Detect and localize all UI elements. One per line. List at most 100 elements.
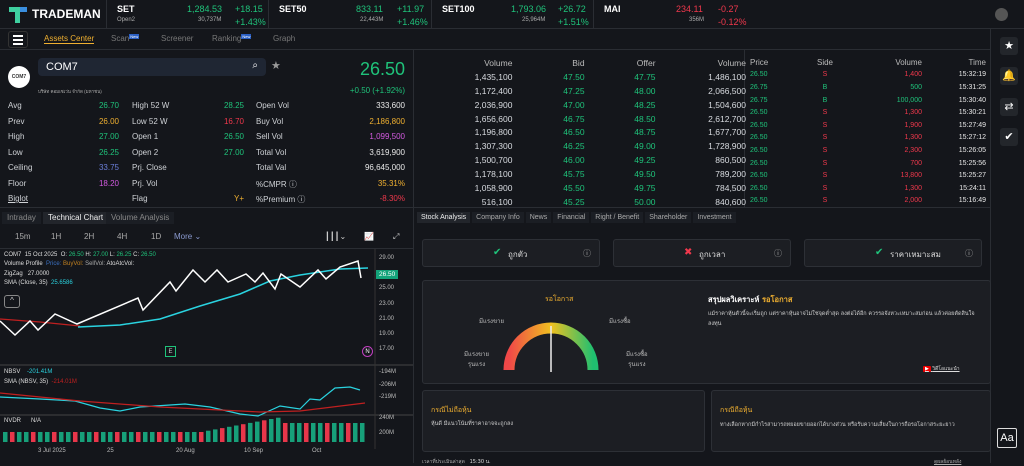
timeframe-4h[interactable]: 4H [117, 232, 128, 241]
summary-status: รอโอกาส [762, 295, 793, 304]
nvdr-bar [332, 423, 337, 442]
font-size-button[interactable]: Aa [997, 428, 1017, 448]
analysis-tab-company-info[interactable]: Company Info [472, 212, 524, 223]
timeframe-15m[interactable]: 15m [15, 232, 31, 241]
nvdr-bar [360, 423, 365, 442]
criteria-card[interactable]: ✖ ถูกเวลา ⓘ [613, 239, 791, 267]
bid-volume: 1,058,900 [474, 182, 513, 193]
index-percent: +1.51% [558, 17, 589, 27]
stat-value: 3,619,900 [369, 147, 405, 157]
offer-volume: 2,066,500 [708, 85, 746, 96]
order-book-row[interactable]: 1,058,900 45.50 49.75 784,500 [414, 181, 746, 195]
nav-assets-center[interactable]: Assets Center [44, 34, 95, 44]
stat-value: 27.00 [98, 132, 119, 141]
stat-value: 26.50 [223, 132, 244, 141]
timeframe-1d[interactable]: 1D [151, 232, 162, 241]
fullscreen-icon[interactable]: ⤢ [393, 232, 400, 241]
info-icon[interactable]: ⓘ [774, 249, 782, 258]
stat-label: Open 1 [132, 132, 159, 141]
eval-time: เวลาที่ประเมินล่าสุด 15:30 น. [422, 458, 491, 466]
hamburger-menu-icon[interactable] [8, 31, 28, 48]
analysis-tab-news[interactable]: News [525, 212, 552, 223]
nvdr-bar [276, 417, 281, 442]
criteria-card[interactable]: ✔ ถูกตัว ⓘ [422, 239, 600, 267]
nvdr-bar [108, 432, 113, 442]
user-avatar-icon[interactable] [995, 8, 1008, 21]
bid-price: 47.50 [563, 71, 585, 82]
app-logo[interactable]: TRADEMAN [8, 4, 101, 24]
tab-intraday[interactable]: Intraday [2, 212, 41, 224]
collapse-legend-button[interactable]: ^ [4, 295, 20, 308]
order-book-row[interactable]: 2,036,900 47.00 48.25 1,504,600 [414, 98, 746, 112]
index-set[interactable]: SET 1,284.53 +18.15 Open2 30,737M +1.43% [106, 0, 268, 29]
order-book-row[interactable]: 1,435,100 47.50 47.75 1,486,100 [414, 70, 746, 84]
stat-label[interactable]: Biglot [8, 194, 29, 203]
candle-type-icon[interactable]: ┃┃┃⌄ [325, 232, 347, 241]
analysis-tab-financial[interactable]: Financial [553, 212, 590, 223]
order-book-row[interactable]: 1,500,700 46.00 49.25 860,500 [414, 153, 746, 167]
order-book-row[interactable]: 1,172,400 47.25 48.00 2,066,500 [414, 84, 746, 98]
check-icon: ✔ [875, 247, 884, 258]
nav-screener[interactable]: Screener [161, 34, 194, 43]
stat-label: Low [8, 147, 23, 157]
nav-scan[interactable]: ScanNew [111, 34, 140, 43]
watchlist-star-icon[interactable]: ★ [271, 60, 281, 72]
analysis-tab-shareholder[interactable]: Shareholder [645, 212, 692, 223]
order-book-row[interactable]: 1,178,100 45.75 49.50 789,200 [414, 167, 746, 181]
index-set50[interactable]: SET50 833.11 +11.97 22,443M +1.46% [268, 0, 431, 29]
transfer-arrows-icon[interactable]: ⇄ [1000, 98, 1018, 116]
trade-side: S [822, 134, 828, 142]
criteria-card[interactable]: ✔ ราคาเหมาะสม ⓘ [804, 239, 982, 267]
check-edit-icon[interactable]: ✔ [1000, 128, 1018, 146]
nvdr-bar [262, 420, 267, 442]
nvdr-value: N/A [31, 418, 42, 424]
trade-time: 15:27:49 [958, 121, 986, 129]
trade-row: 26.50 S 1,900 15:27:49 [750, 119, 986, 132]
trade-side: S [822, 146, 828, 154]
top-bar: TRADEMAN SET 1,284.53 +18.15 Open2 30,73… [0, 0, 1024, 29]
index-set100[interactable]: SET100 1,793.06 +26.72 25,964M +1.51% [431, 0, 593, 29]
order-book-row[interactable]: 1,196,800 46.50 48.75 1,677,700 [414, 125, 746, 139]
indicator-icon[interactable]: 📈 [364, 232, 374, 241]
info-icon[interactable]: ⓘ [965, 249, 973, 258]
bid-volume: 1,435,100 [474, 71, 513, 82]
analysis-tab-stock-analysis[interactable]: Stock Analysis [417, 212, 471, 223]
timeframe-more-dropdown[interactable]: More ⌄ [174, 232, 202, 241]
order-book-row[interactable]: 1,656,600 46.75 48.50 2,612,700 [414, 112, 746, 126]
analysis-tab-investment[interactable]: Investment [693, 212, 736, 223]
zigzag-value: 27.0000 [27, 271, 50, 277]
stat-value: -8.30% [379, 194, 405, 203]
label-line: มีแรงขาย [464, 351, 489, 358]
bell-icon[interactable]: 🔔 [1000, 67, 1018, 85]
sma-label: SMA (Close, 35) [4, 280, 48, 286]
nvdr-bar [353, 423, 358, 442]
technical-chart[interactable]: COM7 15 Oct 2025 O: 26.50 H: 27.00 L: 26… [0, 248, 413, 463]
info-icon[interactable]: ⓘ [583, 249, 591, 258]
video-guide-link[interactable]: ▶ วิดีโอแนะนำ [923, 365, 960, 373]
search-icon[interactable]: ⌕ [252, 60, 258, 71]
offer-volume: 784,500 [715, 182, 746, 193]
order-book-row[interactable]: 1,307,300 46.25 49.00 1,728,900 [414, 139, 746, 153]
event-marker-n[interactable]: N [362, 346, 373, 357]
symbol-search-input[interactable]: COM7 ⌕ [38, 58, 266, 76]
trade-price: 26.50 [750, 134, 768, 142]
offer-volume: 789,200 [715, 169, 746, 180]
order-book-row[interactable]: 516,100 45.25 50.00 840,600 [414, 195, 746, 209]
timeframe-2h[interactable]: 2H [84, 232, 95, 241]
favorite-star-icon[interactable]: ★ [1000, 37, 1018, 55]
nvdr-bar [311, 423, 316, 442]
index-mai[interactable]: MAI 234.11 -0.27 356M -0.12% [593, 0, 753, 29]
stat-label: Buy Vol [256, 116, 284, 126]
nav-graph[interactable]: Graph [273, 34, 296, 43]
order-book: Volume Bid Offer Volume 1,435,100 47.50 47.75… [413, 50, 746, 209]
tab-volume-analysis[interactable]: Volume Analysis [106, 212, 175, 224]
tab-technical-chart[interactable]: Technical Chart [43, 212, 109, 224]
history-link[interactable]: ดูผลย้อนหลัง [934, 459, 962, 465]
timeframe-1h[interactable]: 1H [51, 232, 62, 241]
event-marker-e[interactable]: E [165, 346, 176, 357]
nav-ranking[interactable]: RankingNew [212, 34, 252, 43]
bid-price: 47.00 [563, 99, 585, 110]
analysis-tab-right-benefit[interactable]: Right / Benefit [591, 212, 644, 223]
index-percent: +1.46% [397, 17, 428, 27]
gauge-label-sell: มีแรงขาย [479, 318, 504, 325]
